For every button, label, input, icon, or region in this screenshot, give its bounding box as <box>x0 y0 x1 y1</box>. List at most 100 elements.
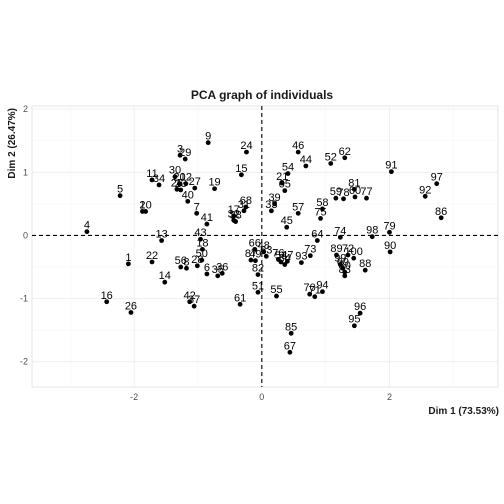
point-label: 68 <box>240 195 252 207</box>
point-label: 57 <box>292 201 304 213</box>
x-axis-title: Dim 1 (73.53%) <box>428 406 499 417</box>
point-label: 67 <box>284 340 296 352</box>
point-label: 65 <box>279 179 291 191</box>
data-point <box>279 180 285 186</box>
point-label: 25 <box>171 177 183 189</box>
data-point <box>314 238 320 243</box>
data-point <box>274 293 279 299</box>
data-point <box>298 260 304 266</box>
point-label: 56 <box>175 255 187 267</box>
point-label: 61 <box>234 292 246 304</box>
data-point <box>352 194 358 200</box>
point-label: 90 <box>384 240 396 252</box>
point-label: 81 <box>348 177 360 189</box>
point-label: 83 <box>339 264 351 276</box>
point-label: 73 <box>304 244 316 256</box>
point-label: 64 <box>311 229 323 241</box>
data-point <box>288 330 294 336</box>
data-point <box>341 196 346 202</box>
point-label: 35 <box>212 264 224 276</box>
data-point <box>253 258 258 264</box>
plot-panel-border <box>31 105 499 388</box>
point-label: 9 <box>205 131 211 143</box>
point-label: 27 <box>189 176 201 188</box>
data-point <box>231 213 237 219</box>
point-label: 18 <box>196 237 208 249</box>
data-point <box>255 272 261 277</box>
point-label: 54 <box>282 162 294 174</box>
point-label: 8 <box>183 256 189 268</box>
point-label: 37 <box>188 294 200 306</box>
data-point <box>272 201 277 207</box>
point-label: 12 <box>180 172 192 184</box>
point-label: 98 <box>366 225 378 237</box>
data-point <box>143 209 149 214</box>
point-label: 43 <box>194 227 206 239</box>
point-label: 1 <box>125 252 131 264</box>
data-point <box>233 219 239 224</box>
data-point <box>282 262 288 267</box>
data-point <box>320 206 325 212</box>
point-label: 88 <box>359 258 371 270</box>
point-label: 13 <box>155 229 167 241</box>
data-point <box>307 291 313 297</box>
chart-title: PCA graph of individuals <box>191 88 334 102</box>
point-label: 32 <box>228 208 240 220</box>
point-label: 41 <box>201 212 213 224</box>
data-point <box>263 253 269 259</box>
point-label: 92 <box>419 184 431 196</box>
data-point <box>387 229 392 235</box>
point-label: 84 <box>279 252 291 264</box>
point-label: 74 <box>334 225 346 237</box>
data-point <box>342 155 348 161</box>
data-point <box>237 301 243 307</box>
reference-lines <box>32 106 498 387</box>
data-point <box>178 264 184 270</box>
data-point <box>252 246 258 252</box>
data-point <box>362 267 368 273</box>
data-point <box>199 257 205 263</box>
point-label: 70 <box>304 282 316 294</box>
data-point <box>351 323 357 329</box>
point-label: 63 <box>260 244 272 256</box>
data-point <box>177 181 182 187</box>
data-point <box>185 198 191 204</box>
point-label: 79 <box>383 220 395 232</box>
point-label: 82 <box>252 263 264 275</box>
data-point <box>295 210 301 216</box>
point-label: 23 <box>175 178 187 190</box>
data-point <box>337 234 343 240</box>
data-point <box>125 261 131 267</box>
point-label: 34 <box>153 173 165 185</box>
point-label: 89 <box>330 243 342 255</box>
data-point <box>387 249 393 255</box>
point-label: 51 <box>252 280 264 292</box>
point-label: 20 <box>173 172 185 184</box>
point-label: 14 <box>159 270 171 282</box>
point-label: 49 <box>249 249 261 261</box>
data-point <box>172 174 178 180</box>
point-label: 100 <box>345 246 363 258</box>
point-label: 60 <box>349 185 361 197</box>
data-point <box>200 246 205 252</box>
point-label: 86 <box>435 206 447 218</box>
data-point <box>422 193 428 199</box>
data-point <box>303 163 309 169</box>
point-label: 29 <box>179 147 191 159</box>
y-tick-label: 1 <box>23 167 28 177</box>
point-label: 7 <box>194 201 200 213</box>
point-label: 47 <box>281 249 293 261</box>
point-label: 77 <box>360 186 372 198</box>
point-label: 16 <box>101 290 113 302</box>
point-label: 99 <box>334 252 346 264</box>
y-axis-title: Dim 2 (26.47%) <box>7 108 18 179</box>
data-point <box>434 181 440 187</box>
y-tick-label: 0 <box>23 230 28 240</box>
data-point <box>205 140 211 146</box>
point-label: 45 <box>281 215 293 227</box>
point-label: 19 <box>208 177 220 189</box>
data-point <box>438 215 444 221</box>
data-point <box>194 263 200 269</box>
